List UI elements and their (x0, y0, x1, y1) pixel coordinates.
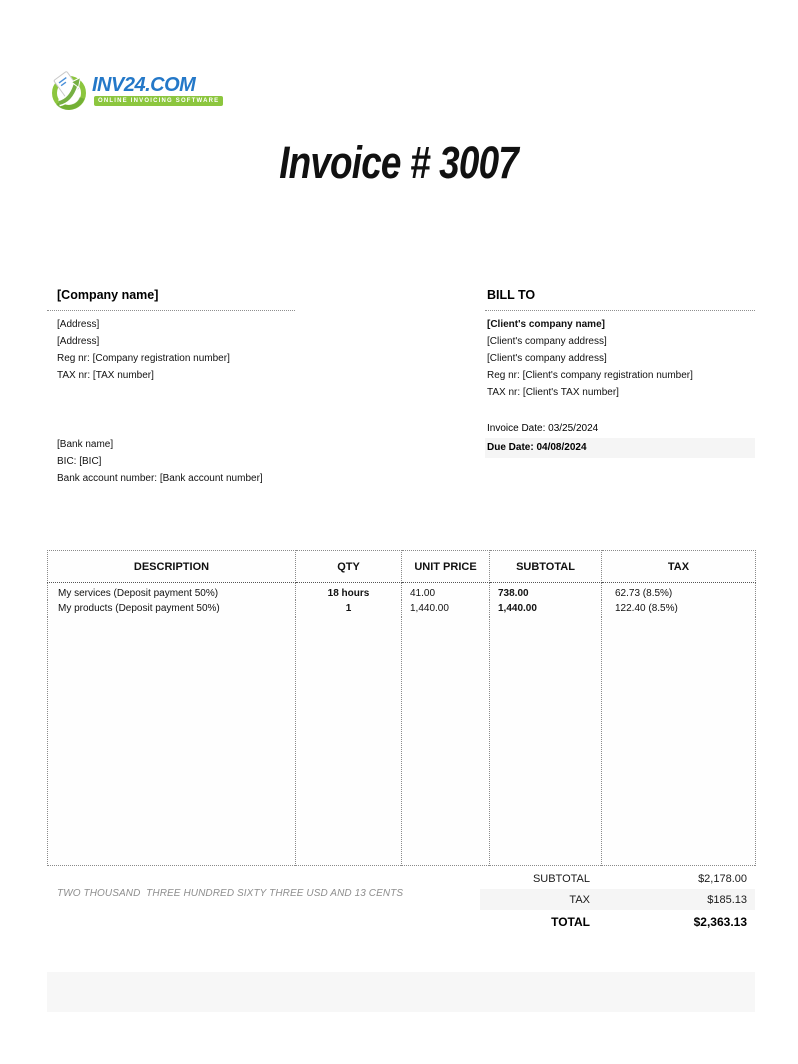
item-tax: 62.73 (8.5%) (601, 582, 756, 600)
totals-block: SUBTOTAL $2,178.00 TAX $185.13 TOTAL $2,… (480, 868, 755, 934)
invoice-date: Invoice Date: 03/25/2024 (487, 423, 599, 434)
due-date: Due Date: 04/08/2024 (485, 438, 755, 458)
col-header-subtotal: SUBTOTAL (489, 550, 602, 583)
item-description: My products (Deposit payment 50%) (47, 599, 296, 617)
line-items-table: DESCRIPTION QTY UNIT PRICE SUBTOTAL TAX … (47, 550, 756, 866)
seller-address-line: [Address] (57, 319, 100, 330)
subtotal-row: SUBTOTAL $2,178.00 (480, 868, 755, 889)
client-address-line: [Client's company address] (487, 353, 607, 364)
item-tax: 122.40 (8.5%) (601, 599, 756, 617)
table-header-row: DESCRIPTION QTY UNIT PRICE SUBTOTAL TAX (47, 550, 756, 583)
bank-name: [Bank name] (57, 439, 114, 450)
item-subtotal: 738.00 (489, 582, 602, 600)
item-qty: 1 (295, 599, 402, 617)
col-header-qty: QTY (295, 550, 402, 583)
table-row: My products (Deposit payment 50%) 1 1,44… (47, 599, 756, 617)
seller-tax-number: TAX nr: [TAX number] (57, 370, 154, 381)
total-label: TOTAL (551, 915, 590, 929)
amount-in-words: TWO THOUSAND THREE HUNDRED SIXTY THREE U… (57, 888, 404, 899)
bill-to-block: BILL TO [Client's company name] [Client'… (485, 288, 755, 401)
inv24-logo: INV24.COM ONLINE INVOICING SOFTWARE (50, 69, 224, 113)
client-reg-number: Reg nr: [Client's company registration n… (487, 370, 693, 381)
item-subtotal: 1,440.00 (489, 599, 602, 617)
seller-info-block: [Company name] [Address] [Address] Reg n… (47, 288, 295, 384)
seller-address-line: [Address] (57, 336, 100, 347)
footer-notes-area (47, 972, 755, 1012)
subtotal-value: $2,178.00 (698, 872, 747, 885)
bank-account-number: Bank account number: [Bank account numbe… (57, 473, 263, 484)
table-row: My services (Deposit payment 50%) 18 hou… (47, 582, 756, 600)
tax-row: TAX $185.13 (480, 889, 755, 910)
seller-company-name: [Company name] (47, 288, 295, 311)
item-qty: 18 hours (295, 582, 402, 600)
tax-label: TAX (569, 893, 590, 906)
bank-details-block: [Bank name] BIC: [BIC] Bank account numb… (47, 436, 377, 487)
subtotal-label: SUBTOTAL (532, 872, 590, 885)
col-header-tax: TAX (601, 550, 756, 583)
col-header-unit-price: UNIT PRICE (401, 550, 490, 583)
client-company-name: [Client's company name] (487, 319, 605, 330)
bill-to-heading: BILL TO (485, 288, 755, 311)
item-unit-price: 1,440.00 (401, 599, 490, 617)
item-unit-price: 41.00 (401, 582, 490, 600)
total-value: $2,363.13 (693, 915, 747, 929)
tax-value: $185.13 (707, 893, 747, 906)
invoice-paper-growth-arrow-icon (52, 71, 86, 110)
invoice-title: Invoice # 3007 (279, 137, 520, 188)
invoice-dates-block: Invoice Date: 03/25/2024 Due Date: 04/08… (485, 420, 755, 458)
bank-bic: BIC: [BIC] (57, 456, 102, 467)
col-header-description: DESCRIPTION (47, 550, 296, 583)
logo-brand-text: INV24.COM (92, 74, 196, 96)
seller-reg-number: Reg nr: [Company registration number] (57, 353, 230, 364)
total-row: TOTAL $2,363.13 (480, 910, 755, 934)
table-empty-space (47, 616, 756, 866)
client-tax-number: TAX nr: [Client's TAX number] (487, 387, 619, 398)
item-description: My services (Deposit payment 50%) (47, 582, 296, 600)
logo-tagline-badge: ONLINE INVOICING SOFTWARE (94, 96, 224, 106)
client-address-line: [Client's company address] (487, 336, 607, 347)
